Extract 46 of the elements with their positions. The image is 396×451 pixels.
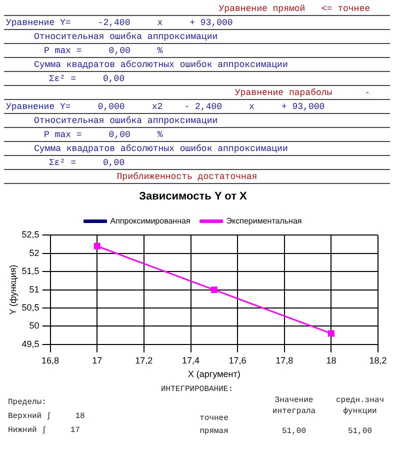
text: Пределы: bbox=[8, 397, 48, 408]
text: прямая bbox=[198, 426, 230, 437]
legend-label: Аппроксимированная bbox=[110, 216, 190, 226]
text: Сумма квадратов абсолютных ошибок аппроксимации bbox=[4, 58, 390, 72]
point bbox=[328, 330, 334, 337]
x-tick-label: 18,2 bbox=[369, 355, 387, 366]
text: Σε² = 0,00 bbox=[4, 156, 390, 170]
text: Уравнение параболы - bbox=[4, 86, 390, 100]
text: Уравнение Y= 0,000 x2 - 2,400 x + 93,000 bbox=[4, 100, 390, 114]
y-tick-label: 49,5 bbox=[22, 338, 40, 349]
x-tick-label: 17,8 bbox=[276, 355, 294, 366]
text: Приближенность достаточная bbox=[4, 170, 390, 184]
x-tick-label: 17,4 bbox=[182, 355, 200, 366]
point bbox=[94, 242, 100, 250]
text: Относительная ошибка аппроксимации bbox=[4, 30, 390, 44]
y-tick-label: 51 bbox=[29, 284, 40, 294]
x-tick-label: 17,6 bbox=[228, 355, 246, 366]
y-tick-label: 50,5 bbox=[22, 302, 40, 312]
text: Сумма квадратов абсолютных ошибок аппроксимации bbox=[4, 142, 390, 156]
text: P max = 0,00 % bbox=[4, 128, 390, 142]
text: средн.знач функции bbox=[334, 395, 385, 417]
text: Уравнение Y= -2,400 x + 93,000 bbox=[4, 16, 390, 30]
text: точнее bbox=[198, 413, 230, 424]
x-tick-label: 18 bbox=[326, 355, 336, 366]
text: Σε² = 0,00 bbox=[4, 72, 390, 86]
legend-label: Экспериментальная bbox=[226, 216, 302, 226]
y-axis-title: Y (функция) bbox=[8, 264, 18, 315]
text: Уравнение прямой <= точнее bbox=[4, 2, 390, 16]
y-tick-label: 51,5 bbox=[22, 266, 40, 276]
text: Значение интеграла bbox=[271, 395, 317, 417]
text: Относительная ошибка аппроксимации bbox=[4, 114, 390, 128]
text: P max = 0,00 % bbox=[4, 44, 390, 58]
y-tick-label: 52 bbox=[29, 248, 40, 258]
point bbox=[210, 286, 218, 294]
text: Нижний ∫ 17 bbox=[8, 425, 82, 436]
x-tick-label: 17,2 bbox=[135, 355, 153, 366]
y-tick-label: 52,5 bbox=[22, 230, 40, 240]
x-axis-title: X (аргумент) bbox=[188, 369, 240, 380]
x-tick-label: 17 bbox=[92, 355, 102, 366]
y-tick-label: 50 bbox=[29, 320, 40, 331]
text: 51,00 bbox=[280, 426, 307, 437]
text: 51,00 bbox=[346, 426, 373, 437]
text: ИНТЕГРИРОВАНИЕ: bbox=[160, 384, 234, 395]
text: Верхний ∫ 18 bbox=[8, 411, 86, 422]
chart-title: Зависимость Y от X bbox=[139, 190, 248, 203]
x-tick-label: 16,8 bbox=[42, 355, 60, 366]
